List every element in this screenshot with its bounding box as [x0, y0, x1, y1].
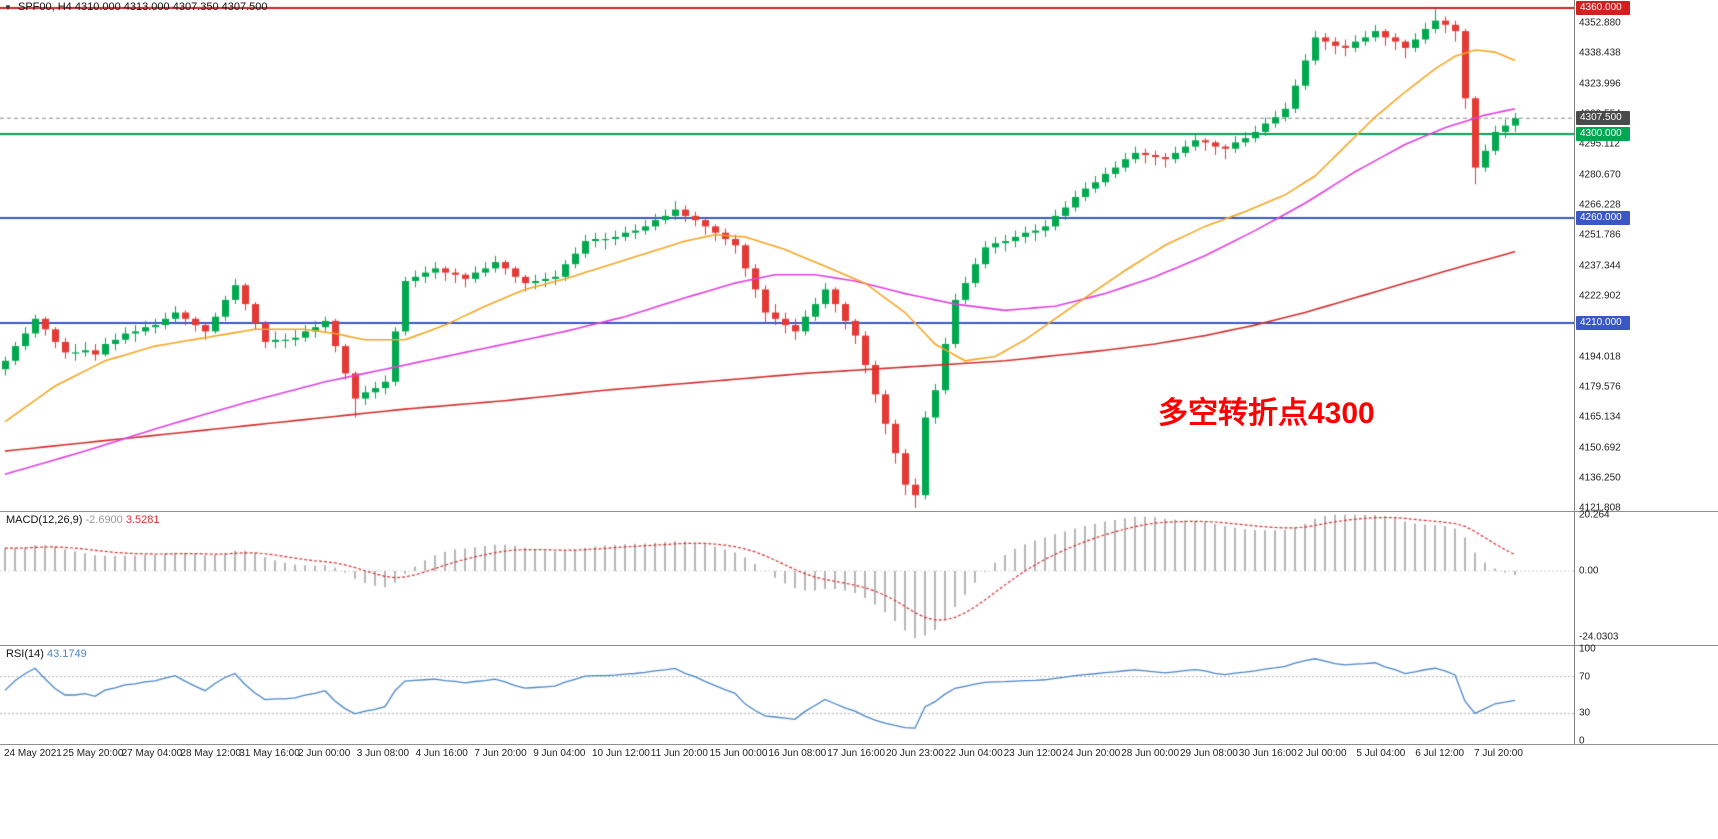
macd-indicator-label: MACD(12,26,9) -2.6900 3.5281	[6, 514, 160, 526]
price-level-badge: 4210.000	[1576, 316, 1630, 330]
price-level-badge: 4300.000	[1576, 127, 1630, 141]
time-axis-label: 4 Jun 16:00	[415, 748, 468, 759]
time-axis-label: 3 Jun 08:00	[356, 748, 410, 759]
time-axis-label: 23 Jun 12:00	[1003, 748, 1062, 759]
rsi-axis-label: 0	[1579, 735, 1585, 747]
price-axis-label: 4179.576	[1579, 381, 1621, 393]
time-axis-label: 5 Jul 04:00	[1356, 748, 1406, 759]
time-axis-label: 10 Jun 12:00	[592, 748, 650, 759]
macd-panel-canvas[interactable]	[0, 512, 1574, 645]
time-axis-label: 28 May 12:00	[180, 748, 241, 759]
time-axis-label: 7 Jun 20:00	[474, 748, 527, 759]
time-axis-label: 25 May 20:00	[62, 748, 124, 759]
time-axis-label: 16 Jun 08:00	[768, 748, 827, 759]
time-axis-label: 20 Jun 23:00	[886, 748, 944, 759]
price-axis-label: 4165.134	[1579, 411, 1621, 423]
pivot-point-annotation: 多空转折点4300	[1158, 397, 1375, 430]
time-axis-label: 29 Jun 08:00	[1180, 748, 1238, 759]
time-axis-label: 15 Jun 00:00	[709, 748, 768, 759]
rsi-axis-label: 100	[1579, 643, 1596, 655]
price-axis-label: 4280.670	[1579, 169, 1621, 181]
rsi-indicator-label: RSI(14) 43.1749	[6, 648, 87, 660]
time-axis-label: 27 May 04:00	[121, 748, 183, 759]
time-axis-separator	[0, 744, 1718, 745]
rsi-panel-canvas[interactable]	[0, 646, 1574, 744]
chart-icon: ▼	[4, 2, 12, 12]
time-axis-label: 2 Jun 00:00	[298, 748, 351, 759]
time-axis-label: 2 Jul 00:00	[1297, 748, 1347, 759]
price-axis-label: 4222.902	[1579, 290, 1621, 302]
price-axis-label: 4266.228	[1579, 199, 1621, 211]
rsi-title: RSI(14)	[6, 648, 44, 660]
macd-title: MACD(12,26,9)	[6, 514, 83, 526]
price-axis-label: 4194.018	[1579, 351, 1621, 363]
symbol-ohlc-header: ▼ SPF00, H4 4310.000 4313.000 4307.350 4…	[4, 1, 268, 13]
rsi-axis-label: 30	[1579, 707, 1591, 719]
price-axis-label: 4338.438	[1579, 47, 1621, 59]
rsi-value: 43.1749	[46, 648, 87, 660]
time-axis-label: 7 Jul 20:00	[1474, 748, 1523, 759]
time-axis-label: 11 Jun 20:00	[650, 748, 708, 759]
price-axis[interactable]: 4352.8804338.4384323.9964309.5544295.112…	[1574, 0, 1718, 747]
time-axis-label: 22 Jun 04:00	[944, 748, 1003, 759]
macd-signal-value: 3.5281	[125, 514, 160, 526]
time-axis-label: 31 May 16:00	[239, 748, 300, 759]
price-axis-label: 4352.880	[1579, 17, 1621, 29]
current-price-badge: 4307.500	[1576, 111, 1630, 126]
time-axis-label: 28 Jun 00:00	[1121, 748, 1180, 759]
time-axis-label: 9 Jun 04:00	[533, 748, 586, 759]
time-axis[interactable]: 24 May 2021 25 May 20:00 27 May 04:00 28 Ma…	[0, 744, 1574, 770]
macd-axis-label: 0.00	[1579, 565, 1599, 577]
symbol-ohlc-text: SPF00, H4 4310.000 4313.000 4307.350 430…	[17, 1, 268, 13]
price-axis-border	[1574, 0, 1575, 744]
price-level-badge: 4260.000	[1576, 211, 1630, 225]
time-axis-label: 6 Jul 12:00	[1415, 748, 1465, 759]
rsi-axis-label: 70	[1579, 671, 1591, 683]
time-axis-label: 24 Jun 20:00	[1062, 748, 1121, 759]
time-axis-label: 17 Jun 16:00	[827, 748, 886, 759]
macd-value: -2.6900	[85, 514, 123, 526]
macd-panel-separator[interactable]	[0, 511, 1718, 512]
rsi-panel-separator[interactable]	[0, 645, 1718, 646]
price-axis-label: 4121.808	[1579, 502, 1621, 514]
price-level-badge: 4360.000	[1576, 1, 1630, 15]
macd-axis-label: 20.264	[1579, 509, 1610, 521]
price-axis-label: 4136.250	[1579, 472, 1621, 484]
price-axis-label: 4237.344	[1579, 260, 1621, 272]
macd-axis-label: -24.0303	[1579, 631, 1619, 643]
price-axis-label: 4323.996	[1579, 78, 1621, 90]
price-axis-label: 4150.692	[1579, 442, 1621, 454]
time-axis-label: 30 Jun 16:00	[1238, 748, 1297, 759]
main-chart-canvas[interactable]	[0, 0, 1574, 512]
time-axis-label: 24 May 2021	[4, 748, 62, 759]
price-axis-label: 4251.786	[1579, 229, 1621, 241]
price-axis-label: 4295.112	[1579, 138, 1620, 150]
